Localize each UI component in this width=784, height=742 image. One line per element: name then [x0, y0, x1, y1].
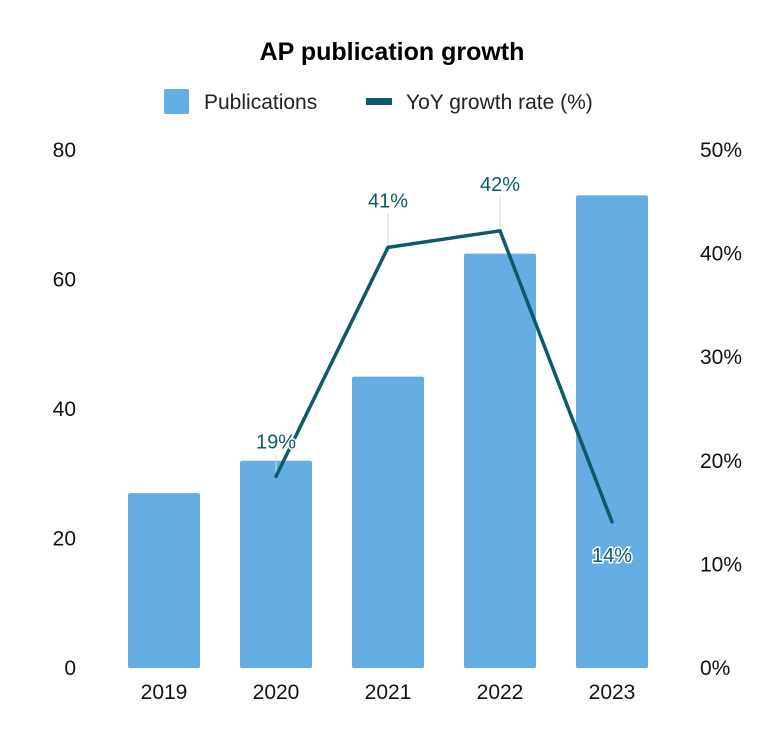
x-axis: 2019 2020 2021 2022 2023 — [141, 681, 636, 704]
bar-2021 — [352, 376, 424, 668]
right-tick-label: 10% — [700, 553, 742, 576]
line-series — [274, 229, 614, 524]
growth-rate-data-label: 42% — [480, 174, 520, 196]
right-axis: 0% 10% 20% 30% 40% 50% — [700, 139, 742, 680]
legend-swatch-growth-rate — [366, 98, 392, 105]
x-tick-label: 2021 — [365, 681, 412, 704]
bar-series — [128, 195, 648, 668]
left-tick-label: 80 — [53, 139, 76, 162]
left-axis: 0 20 40 60 80 — [53, 139, 76, 680]
right-tick-label: 50% — [700, 139, 742, 162]
x-tick-label: 2020 — [253, 681, 300, 704]
data-labels: 19% 41% 42% 14% — [254, 172, 633, 568]
left-tick-label: 60 — [53, 269, 76, 292]
x-tick-label: 2022 — [477, 681, 524, 704]
bar-2023 — [576, 195, 648, 668]
right-tick-label: 40% — [700, 243, 742, 266]
growth-rate-line — [274, 229, 614, 524]
chart-title: AP publication growth — [260, 38, 525, 66]
growth-rate-data-label: 14% — [592, 545, 632, 567]
legend-label-growth-rate: YoY growth rate (%) — [406, 91, 593, 114]
x-tick-label: 2019 — [141, 681, 188, 704]
x-tick-label: 2023 — [589, 681, 636, 704]
left-tick-label: 0 — [64, 657, 76, 680]
right-tick-label: 20% — [700, 450, 742, 473]
right-tick-label: 0% — [700, 657, 730, 680]
left-tick-label: 40 — [53, 398, 76, 421]
legend-label-publications: Publications — [204, 91, 317, 114]
left-tick-label: 20 — [53, 528, 76, 551]
legend: Publications YoY growth rate (%) — [164, 89, 593, 114]
bar-2020 — [240, 460, 312, 668]
growth-rate-data-label: 19% — [256, 431, 296, 453]
right-tick-label: 30% — [700, 346, 742, 369]
growth-rate-data-label: 41% — [368, 190, 408, 212]
bar-2022 — [464, 253, 536, 668]
bar-2019 — [128, 493, 200, 668]
label-leaders — [275, 196, 501, 475]
legend-swatch-publications — [164, 89, 189, 114]
